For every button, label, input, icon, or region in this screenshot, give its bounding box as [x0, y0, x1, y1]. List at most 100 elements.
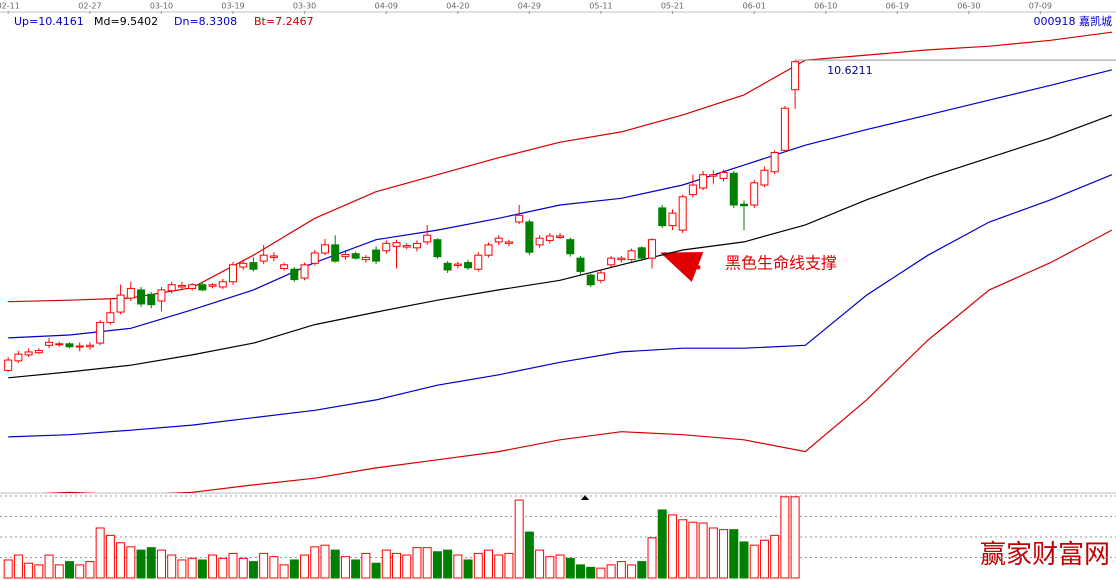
volume-bar — [340, 556, 350, 579]
candle-body — [586, 274, 595, 286]
volume-bar — [473, 552, 483, 579]
volume-bar — [279, 564, 289, 579]
candle-body — [208, 284, 217, 287]
candle-body — [126, 287, 135, 299]
volume-bar — [494, 554, 504, 579]
volume-bar — [453, 554, 463, 579]
volume-bar — [463, 559, 473, 579]
volume-bar — [156, 549, 166, 579]
volume-bar — [126, 546, 136, 579]
volume-bar — [657, 509, 667, 579]
candle-body — [535, 237, 544, 246]
candle-body — [699, 174, 708, 189]
candle-body — [34, 349, 43, 354]
volume-bar — [381, 549, 391, 579]
volume-bar — [269, 556, 279, 579]
x-tick-label: 06-01 — [743, 2, 766, 11]
volume-bar — [197, 559, 207, 579]
band-line — [42, 229, 1113, 493]
indicator-label: Bt=7.2467 — [254, 15, 314, 28]
volume-bar — [698, 522, 708, 579]
candle-body — [177, 284, 186, 288]
volume-bar — [770, 534, 780, 579]
annotation-arrow — [660, 252, 704, 282]
candle-body — [45, 341, 54, 346]
candle-body — [607, 257, 616, 266]
volume-bar — [719, 529, 729, 579]
candle-body — [566, 239, 575, 255]
volume-bar — [289, 559, 299, 579]
x-tick-label: 03-30 — [293, 2, 316, 11]
candle-body — [4, 359, 13, 371]
candle-body — [515, 214, 524, 223]
candle-body — [678, 196, 687, 231]
volume-bar — [443, 549, 453, 579]
watermark: 赢家财富网 — [980, 540, 1110, 570]
candle-body — [147, 293, 156, 306]
candle-body — [14, 353, 23, 362]
volume-bar — [13, 554, 23, 579]
volume-bar — [535, 549, 545, 579]
x-tick-label: 04-20 — [446, 2, 469, 11]
candle-body — [658, 207, 667, 227]
candle-body — [453, 263, 462, 267]
candle-body — [750, 182, 759, 206]
candle-body — [96, 321, 105, 344]
volume-bar — [136, 549, 146, 579]
x-tick-label: 06-19 — [886, 2, 909, 11]
candle-body — [668, 212, 677, 227]
volume-bar — [627, 564, 637, 579]
x-tick-label: 04-09 — [375, 2, 398, 11]
volume-bar — [228, 552, 238, 579]
candle-body — [300, 264, 309, 279]
candle-body — [249, 262, 258, 270]
candle-body — [269, 255, 278, 258]
high-label: 10.6211 — [827, 64, 873, 77]
candle-body — [770, 152, 779, 173]
candle-body — [198, 284, 207, 291]
volume-bar — [310, 546, 320, 579]
volume-bar — [208, 554, 218, 579]
x-tick-label: 02-11 — [0, 2, 20, 11]
volume-bar — [780, 496, 790, 579]
volume-bar — [759, 539, 769, 579]
volume-bar — [545, 556, 555, 579]
volume-bar — [688, 521, 698, 579]
volume-bar — [596, 567, 606, 579]
candle-body — [780, 107, 789, 151]
volume-bar — [320, 544, 330, 579]
candle-body — [637, 247, 646, 259]
volume-bar — [412, 547, 422, 579]
candle-body — [791, 61, 800, 91]
candle-body — [290, 268, 299, 281]
volume-bar — [300, 554, 310, 579]
candle-body — [65, 343, 74, 348]
volume-bar — [248, 561, 258, 579]
volume-bar — [586, 566, 596, 579]
indicator-label: Dn=8.3308 — [174, 15, 237, 28]
volume-bar — [422, 547, 432, 579]
x-tick-label: 02-27 — [78, 2, 101, 11]
candle-body — [382, 242, 391, 252]
band-line — [8, 174, 1113, 438]
volume-bar — [34, 564, 44, 579]
volume-bar — [565, 557, 575, 579]
candle-body — [75, 345, 84, 348]
volume-bar — [392, 552, 402, 579]
candle-body — [167, 284, 176, 292]
candle-body — [423, 234, 432, 243]
candle-body — [259, 254, 268, 262]
volume-bar — [3, 559, 13, 579]
candle-body — [474, 254, 483, 270]
volume-bar — [85, 561, 95, 579]
volume-bar — [749, 544, 759, 579]
volume-bar — [524, 531, 534, 579]
volume-bar — [555, 554, 565, 579]
volume-bar — [105, 534, 115, 579]
candle-body — [617, 257, 626, 261]
volume-bar — [44, 554, 54, 579]
candle-body — [331, 244, 340, 262]
candle-body — [760, 169, 769, 186]
candle-body — [556, 235, 565, 238]
